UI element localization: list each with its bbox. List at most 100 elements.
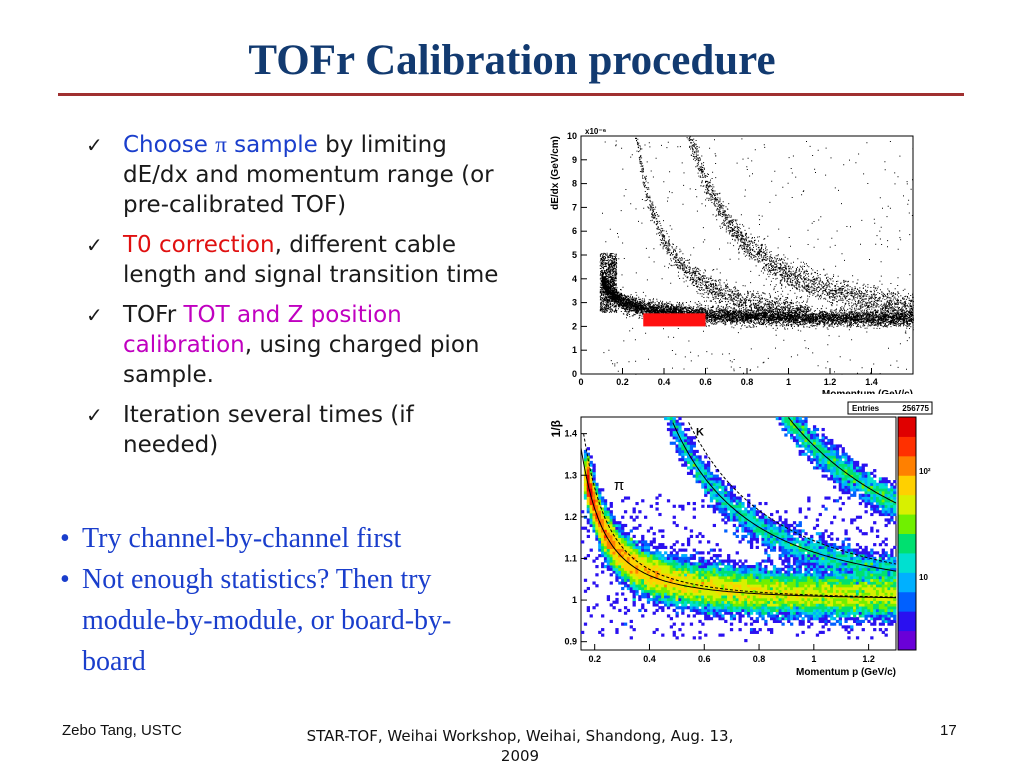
heatmap-cell xyxy=(844,482,848,486)
heatmap-cell xyxy=(586,606,590,610)
colorbar-segment xyxy=(898,564,916,569)
heatmap-cell xyxy=(589,460,593,464)
colorbar-segment xyxy=(898,440,916,445)
heatmap-cell xyxy=(778,422,782,426)
heatmap-cell xyxy=(727,499,731,503)
heatmap-cell xyxy=(623,534,628,539)
heatmap-cell xyxy=(729,617,734,621)
heatmap-cell xyxy=(864,480,868,484)
heatmap-cell xyxy=(629,575,633,580)
heatmap-cell xyxy=(649,589,653,593)
heatmap-cell xyxy=(701,592,705,596)
heatmap-cell xyxy=(698,578,702,582)
heatmap-cell xyxy=(664,600,668,604)
heatmap-cell xyxy=(707,460,711,464)
heatmap-cell xyxy=(721,562,725,566)
heatmap-cell xyxy=(810,559,814,563)
heatmap-cell xyxy=(795,548,800,552)
heatmap-cell xyxy=(864,504,868,508)
heatmap-cell xyxy=(698,595,702,599)
heatmap-cell xyxy=(729,622,734,626)
heatmap-cell xyxy=(686,584,691,588)
heatmap-cell xyxy=(704,581,708,585)
heatmap-cell xyxy=(603,501,608,506)
heatmap-cell xyxy=(861,499,865,503)
heatmap-cell xyxy=(675,581,679,585)
heatmap-cell xyxy=(689,554,694,558)
colorbar-segment xyxy=(898,451,916,457)
heatmap-cell xyxy=(798,438,802,443)
heatmap-cell xyxy=(675,567,679,571)
heatmap-cell xyxy=(681,504,685,508)
heatmap-cell xyxy=(792,584,797,588)
heatmap-cell xyxy=(598,512,602,517)
heatmap-cell xyxy=(884,512,888,517)
heatmap-cell xyxy=(761,595,765,599)
heatmap-cell xyxy=(855,578,860,582)
heatmap-cell xyxy=(632,507,636,511)
heatmap-cell xyxy=(835,466,840,470)
heatmap-cell xyxy=(704,480,708,484)
heatmap-cell xyxy=(815,562,820,566)
heatmap-cell xyxy=(592,521,596,525)
heatmap-cell xyxy=(721,512,725,517)
heatmap-cell xyxy=(790,586,794,591)
heatmap-cell xyxy=(644,562,648,566)
heatmap-cell xyxy=(675,425,679,429)
heatmap-cell xyxy=(581,630,585,634)
heatmap-cell xyxy=(652,573,656,577)
heatmap-cell xyxy=(652,597,656,602)
heatmap-cell xyxy=(824,600,828,604)
heatmap-cell xyxy=(629,540,633,544)
heatmap-cell xyxy=(884,510,888,514)
heatmap-cell xyxy=(609,573,613,577)
heatmap-cell xyxy=(744,573,748,577)
heatmap-cell xyxy=(681,548,685,552)
heatmap-cell xyxy=(893,480,897,484)
heatmap-cell xyxy=(629,578,633,582)
heatmap-cell xyxy=(795,562,800,566)
heatmap-cell xyxy=(853,608,857,613)
heatmap-cell xyxy=(747,501,751,506)
heatmap-cell xyxy=(841,562,845,566)
heatmap-cell xyxy=(583,477,588,481)
heatmap-cell xyxy=(601,499,605,503)
heatmap-cell xyxy=(767,628,771,632)
heatmap-cell xyxy=(681,422,685,426)
heatmap-cell xyxy=(807,586,811,591)
heatmap-cell xyxy=(752,512,757,517)
heatmap-cell xyxy=(775,603,779,607)
heatmap-cell xyxy=(787,419,791,423)
heatmap-cell xyxy=(867,600,871,604)
heatmap-cell xyxy=(644,592,648,596)
heatmap-cell xyxy=(652,603,656,607)
heatmap-cell xyxy=(709,592,714,596)
heatmap-cell xyxy=(629,554,633,558)
heatmap-cell xyxy=(818,603,822,607)
heatmap-cell xyxy=(767,518,771,522)
heatmap-cell xyxy=(838,562,842,566)
heatmap-cell xyxy=(810,449,814,454)
heatmap-cell xyxy=(827,559,831,563)
heatmap-cell xyxy=(727,518,731,522)
heatmap-cell xyxy=(881,606,885,610)
heatmap-cell xyxy=(701,559,705,563)
heatmap-cell xyxy=(675,636,679,640)
heatmap-cell xyxy=(692,474,696,478)
heatmap-cell xyxy=(875,507,880,511)
heatmap-cell xyxy=(652,595,656,599)
heatmap-cell xyxy=(695,477,699,481)
heatmap-cell xyxy=(818,447,822,451)
heatmap-cell xyxy=(601,529,605,533)
heatmap-cell xyxy=(595,584,599,588)
heatmap-cell xyxy=(641,614,645,618)
heatmap-cell xyxy=(790,578,794,582)
heatmap-cell xyxy=(761,614,765,618)
heatmap-cell xyxy=(850,617,854,621)
heatmap-cell xyxy=(870,526,874,530)
heatmap-cell xyxy=(701,480,705,484)
heatmap-cell xyxy=(721,567,725,571)
heatmap-cell xyxy=(821,567,825,571)
heatmap-cell xyxy=(772,537,777,541)
heatmap-cell xyxy=(812,565,817,569)
